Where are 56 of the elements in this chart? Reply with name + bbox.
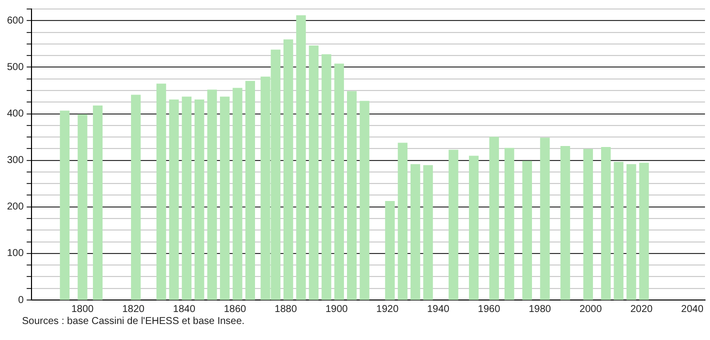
- bar: [522, 160, 532, 300]
- x-tick-label: 1940: [427, 304, 450, 315]
- bar: [468, 156, 479, 300]
- x-tick-label: 1900: [325, 304, 348, 315]
- source-note: Sources : base Cassini de l'EHESS et base Insee.: [22, 316, 246, 327]
- bar: [398, 142, 408, 300]
- bar: [489, 136, 499, 300]
- x-tick-label: 2000: [580, 304, 602, 315]
- y-tick-label: 500: [6, 62, 24, 73]
- x-tick-label: 2040: [681, 304, 704, 315]
- x-tick-label: 1860: [224, 304, 247, 315]
- bar: [182, 96, 192, 300]
- bar: [360, 100, 370, 300]
- bar: [131, 94, 141, 300]
- bar: [423, 165, 433, 300]
- bar: [156, 84, 166, 300]
- bar: [626, 164, 636, 300]
- bar: [169, 99, 179, 300]
- bar: [92, 106, 103, 300]
- bar: [308, 45, 319, 300]
- bar: [448, 150, 458, 300]
- x-tick-label: 1920: [376, 304, 399, 315]
- y-tick-label: 400: [6, 108, 24, 120]
- bar: [334, 64, 344, 300]
- x-tick-label: 1800: [71, 304, 94, 315]
- y-tick-label: 600: [6, 15, 24, 26]
- y-tick-label: 0: [18, 294, 24, 306]
- bar: [410, 164, 420, 300]
- y-tick-label: 100: [6, 248, 24, 260]
- bar: [601, 146, 611, 300]
- bar: [194, 99, 204, 300]
- x-tick-label: 1840: [173, 304, 196, 315]
- bar: [639, 162, 649, 300]
- bar: [220, 96, 230, 300]
- x-tick-label: 1980: [528, 304, 552, 315]
- x-tick-label: 2020: [630, 304, 654, 315]
- bar: [583, 148, 593, 300]
- x-tick-label: 1820: [122, 304, 145, 315]
- x-tick-label: 1960: [478, 304, 501, 315]
- y-tick-label: 300: [6, 155, 24, 166]
- bar: [296, 15, 306, 300]
- bar: [60, 110, 70, 300]
- bar: [245, 80, 256, 300]
- x-tick-label: 1880: [274, 304, 298, 315]
- bar: [614, 162, 624, 300]
- bar: [232, 88, 242, 300]
- y-tick-label: 200: [6, 202, 24, 213]
- bar: [322, 54, 332, 300]
- bar: [346, 91, 357, 300]
- bar: [504, 148, 514, 300]
- bar: [540, 138, 550, 300]
- bar: [78, 114, 88, 300]
- bar: [385, 200, 395, 300]
- bar: [560, 146, 570, 300]
- bar: [207, 90, 217, 300]
- bar: [283, 39, 294, 300]
